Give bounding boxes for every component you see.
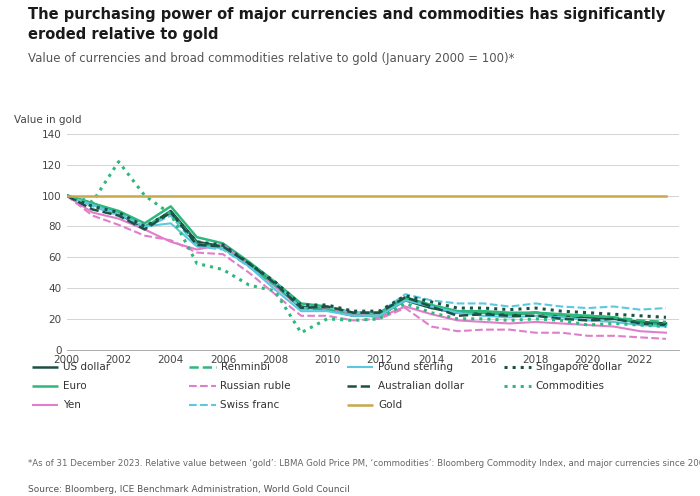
Text: Swiss franc: Swiss franc <box>220 400 280 410</box>
Text: Euro: Euro <box>63 381 87 391</box>
Text: Australian dollar: Australian dollar <box>378 381 464 391</box>
Text: The purchasing power of major currencies and commodities has significantly
erode: The purchasing power of major currencies… <box>28 7 665 42</box>
Text: Gold: Gold <box>378 400 402 410</box>
Text: Yen: Yen <box>63 400 81 410</box>
Text: Singapore dollar: Singapore dollar <box>536 362 622 372</box>
Text: Pound sterling: Pound sterling <box>378 362 453 372</box>
Text: Commodities: Commodities <box>536 381 605 391</box>
Text: Source: Bloomberg, ICE Benchmark Administration, World Gold Council: Source: Bloomberg, ICE Benchmark Adminis… <box>28 485 350 494</box>
Text: Russian ruble: Russian ruble <box>220 381 291 391</box>
Text: *As of 31 December 2023. Relative value between ‘gold’: LBMA Gold Price PM, ‘com: *As of 31 December 2023. Relative value … <box>28 459 700 468</box>
Text: Renminbi: Renminbi <box>220 362 270 372</box>
Text: US dollar: US dollar <box>63 362 110 372</box>
Text: Value of currencies and broad commodities relative to gold (January 2000 = 100)*: Value of currencies and broad commoditie… <box>28 52 514 65</box>
Text: Value in gold: Value in gold <box>15 115 82 125</box>
